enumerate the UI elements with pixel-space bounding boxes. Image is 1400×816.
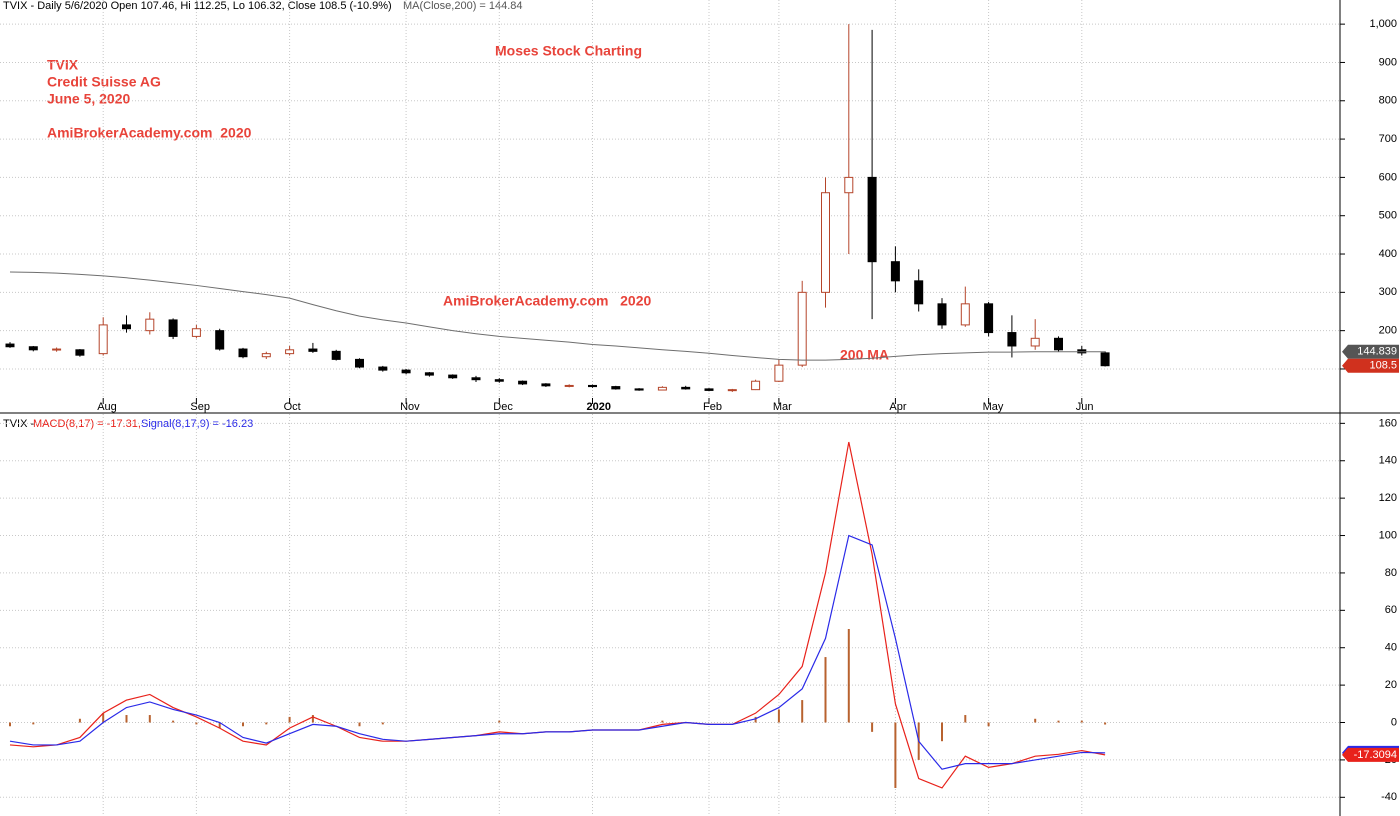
- candle-body: [494, 379, 504, 382]
- y-tick-label: 160: [1379, 417, 1397, 429]
- y-tick-label: 600: [1379, 171, 1397, 183]
- candle-body: [215, 330, 225, 350]
- panel-title: TVIX -: [3, 418, 35, 430]
- candle-body: [774, 364, 784, 382]
- candle-body: [448, 374, 458, 379]
- candle-body: [145, 318, 155, 332]
- candle-body: [1100, 352, 1110, 367]
- y-tick-label: 900: [1379, 56, 1397, 68]
- annotation: AmiBrokerAcademy.com 2020: [47, 125, 252, 141]
- candle-body: [1030, 337, 1040, 347]
- candle-body: [657, 386, 667, 391]
- legend-entry: Signal(8,17,9) = -16.23: [141, 418, 253, 430]
- candle-body: [285, 349, 295, 355]
- y-tick-label: 400: [1379, 248, 1397, 260]
- candle-body: [355, 358, 364, 368]
- candle-body: [914, 280, 924, 305]
- y-tick-label: 700: [1379, 133, 1397, 145]
- close-tag: 108.5: [1369, 360, 1397, 372]
- y-tick-label: 800: [1379, 95, 1397, 107]
- y-tick-label: 140: [1379, 455, 1397, 467]
- y-tick-label: 100: [1379, 529, 1397, 541]
- y-tick-label: 300: [1379, 286, 1397, 298]
- x-tick-label: Dec: [493, 401, 513, 413]
- x-tick-label: Sep: [190, 401, 210, 413]
- candle-body: [98, 324, 108, 355]
- y-tick-label: 20: [1385, 679, 1397, 691]
- candle-body: [238, 348, 248, 358]
- candle-body: [890, 261, 900, 282]
- candle-body: [424, 372, 434, 376]
- candle-body: [1007, 332, 1017, 347]
- y-tick-label: 120: [1379, 492, 1397, 504]
- legend-entry: MACD(8,17) = -17.31,: [33, 418, 141, 430]
- ma-tag-bg: [1342, 344, 1399, 359]
- candle-body: [634, 388, 644, 391]
- y-tick-label: 80: [1385, 567, 1397, 579]
- candle-body: [308, 348, 318, 352]
- x-tick-label: Feb: [703, 401, 722, 413]
- close-tag-bg: [1342, 358, 1399, 373]
- ma-label: MA(Close,200) = 144.84: [403, 0, 523, 12]
- candle-body: [331, 350, 341, 360]
- candle-body: [518, 380, 528, 385]
- y-tick-label: 500: [1379, 210, 1397, 222]
- candle-body: [564, 384, 574, 387]
- candle-body: [541, 383, 551, 387]
- candle-body: [704, 388, 714, 391]
- candle-body: [844, 176, 854, 194]
- candle-body: [191, 328, 201, 337]
- x-tick-label: May: [983, 401, 1004, 413]
- candle-body: [937, 303, 947, 326]
- x-tick-label: Oct: [284, 401, 301, 413]
- annotation: June 5, 2020: [47, 91, 130, 107]
- x-tick-label: Nov: [400, 401, 420, 413]
- series-line: [9, 534, 1106, 770]
- x-tick-label: 2020: [587, 401, 611, 413]
- candle-body: [984, 303, 994, 334]
- x-tick-label: Jun: [1076, 401, 1094, 413]
- candle-body: [75, 349, 85, 356]
- y-tick-label: 0: [1391, 716, 1397, 728]
- y-tick-label: 60: [1385, 604, 1397, 616]
- macd-tag: -17.3094: [1354, 749, 1397, 761]
- candle-body: [471, 377, 481, 381]
- candle-body: [378, 366, 388, 371]
- y-tick-label: 1,000: [1369, 18, 1397, 30]
- candle-body: [261, 353, 271, 358]
- annotation: Moses Stock Charting: [495, 43, 642, 59]
- annotation: AmiBrokerAcademy.com 2020: [443, 293, 651, 309]
- candle-body: [588, 384, 597, 388]
- candle-body: [821, 192, 830, 293]
- ma-line: [9, 271, 1106, 361]
- candle-body: [867, 176, 877, 263]
- candle-body: [168, 319, 178, 337]
- candle-body: [52, 348, 62, 351]
- candle-body: [727, 389, 737, 392]
- chart-title: TVIX - Daily 5/6/2020 Open 107.46, Hi 11…: [3, 0, 392, 12]
- x-tick-label: Aug: [97, 401, 117, 413]
- candle-body: [1054, 337, 1063, 351]
- x-tick-label: Mar: [773, 401, 792, 413]
- ma-tag: 144.839: [1357, 346, 1397, 358]
- candle-body: [122, 324, 131, 330]
- candle-body: [681, 386, 691, 390]
- y-tick-label: -40: [1381, 791, 1397, 803]
- candle-body: [28, 346, 38, 351]
- candle-body: [751, 380, 761, 391]
- macd-tag-bg: [1342, 747, 1399, 762]
- annotation: Credit Suisse AG: [47, 74, 161, 90]
- x-tick-label: Apr: [889, 401, 906, 413]
- candle-body: [5, 343, 15, 348]
- annotation: 200 MA: [840, 347, 889, 363]
- candle-body: [960, 303, 970, 326]
- annotation: TVIX: [47, 57, 79, 73]
- y-tick-label: 40: [1385, 642, 1397, 654]
- candle-body: [611, 386, 621, 390]
- y-tick-label: 200: [1379, 325, 1397, 337]
- candle-body: [401, 369, 411, 374]
- candle-body: [797, 291, 807, 366]
